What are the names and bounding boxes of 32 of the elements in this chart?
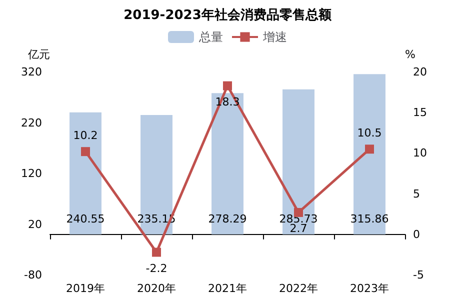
chart-title: 2019-2023年社会消费品零售总额 [124, 7, 332, 23]
x-tick-label: 2021年 [208, 282, 247, 295]
y-tick-label: -80 [24, 268, 42, 282]
point [81, 147, 90, 156]
y2-axis-title: % [405, 48, 416, 61]
data-label: 278.29 [208, 212, 247, 226]
data-label: 2.7 [290, 222, 308, 235]
data-label: 240.55 [66, 212, 105, 226]
y2-tick-label: 15 [413, 106, 427, 120]
x-tick-label: 2019年 [66, 282, 105, 295]
x-tick-label: 2020年 [137, 282, 176, 295]
data-label: 10.5 [357, 126, 382, 140]
legend-label: 总量 [198, 30, 223, 44]
y-tick-label: 120 [21, 167, 42, 180]
y2-tick-label: 5 [413, 187, 420, 200]
point [152, 248, 161, 257]
y2-tick-label: 0 [413, 228, 420, 241]
point [365, 144, 374, 154]
x-tick-label: 2023年 [350, 282, 389, 295]
y-axis-title: 亿元 [27, 48, 50, 61]
y2-tick-label: 10 [413, 146, 427, 160]
data-label: -2.2 [146, 262, 168, 275]
data-label: 10.2 [73, 129, 98, 142]
y2-tick-label: -5 [413, 268, 424, 282]
y-tick-label: 320 [21, 66, 42, 78]
data-label: 315.86 [350, 212, 389, 226]
y-tick-label: 220 [21, 116, 42, 130]
y2-tick-label: 20 [413, 66, 427, 78]
legend-label: 增速 [262, 30, 287, 44]
x-tick-label: 2022年 [279, 282, 318, 295]
y-tick-label: 20 [28, 218, 42, 231]
point [223, 81, 232, 90]
